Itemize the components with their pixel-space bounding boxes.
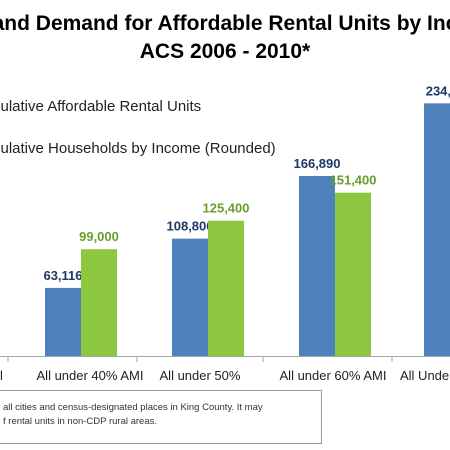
bar-units-2 — [172, 238, 208, 356]
data-label-households-1: 99,000 — [79, 229, 119, 244]
x-tick-label-4: All Unde — [400, 368, 449, 383]
legend-entry-households: mulative Households by Income (Rounded) — [0, 140, 276, 157]
footnote-box: all cities and census-designated places … — [0, 390, 322, 444]
x-tick-label-3: All under 60% AMI — [280, 368, 387, 383]
footnote-line-2: f rental units in non-CDP rural areas. — [3, 416, 158, 427]
bar-households-1 — [81, 249, 117, 356]
data-label-units-3: 166,890 — [294, 156, 341, 171]
data-label-units-4: 234,2 — [426, 83, 450, 98]
bar-households-3 — [335, 192, 371, 356]
chart-title-line-1: and Demand for Affordable Rental Units b… — [0, 12, 450, 35]
legend-entry-affordable-units: mulative Affordable Rental Units — [0, 98, 202, 115]
data-label-units-2: 108,806 — [167, 219, 214, 234]
x-tick-label-1: All under 40% AMI — [37, 368, 144, 383]
x-tick-label-2: All under 50% — [160, 368, 241, 383]
x-tick-label-0: l — [0, 368, 3, 383]
data-label-households-3: 151,400 — [330, 173, 377, 188]
data-label-units-1: 63,116 — [43, 268, 82, 283]
chart-title-line-2: ACS 2006 - 2010* — [139, 40, 311, 63]
bar-units-3 — [299, 175, 335, 356]
bar-units-4 — [424, 103, 450, 357]
data-label-households-2: 125,400 — [203, 201, 250, 216]
bar-households-2 — [208, 220, 244, 356]
footnote-line-1: all cities and census-designated places … — [3, 402, 263, 413]
bar-units-1 — [45, 287, 81, 356]
